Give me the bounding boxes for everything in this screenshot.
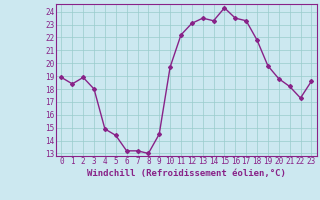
X-axis label: Windchill (Refroidissement éolien,°C): Windchill (Refroidissement éolien,°C)	[87, 169, 286, 178]
